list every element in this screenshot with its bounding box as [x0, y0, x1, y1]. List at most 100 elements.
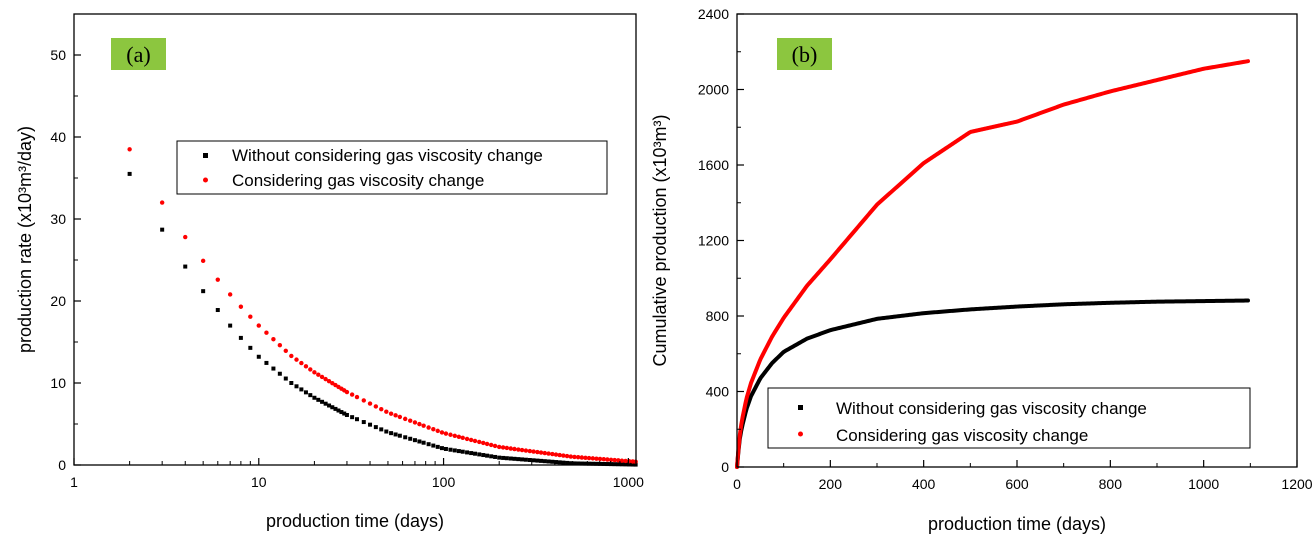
panel-a-series-without: [127, 171, 638, 467]
panel-a-y-axis-label: production rate (x10³m³/day): [15, 126, 35, 353]
panel-a-data-point: [512, 446, 517, 452]
panel-a-data-point: [539, 458, 544, 463]
panel-a-data-point: [336, 408, 341, 413]
panel-a-data-point: [583, 455, 588, 460]
panel-a-data-point: [546, 459, 551, 464]
panel-a-tag-background: [111, 38, 166, 70]
panel-a-data-point: [619, 462, 624, 467]
panel-a-y-tick-label: 40: [50, 129, 66, 145]
panel-b-y-tick-label: 0: [721, 459, 729, 475]
panel-a-data-point: [497, 455, 502, 460]
panel-b-series-line-considering: [735, 59, 1250, 469]
panel-a-x-tick-label: 1000: [613, 474, 644, 490]
panel-a-data-point: [508, 456, 513, 461]
panel-a-data-point: [557, 460, 562, 465]
panel-b-x-tick-label: 800: [1099, 476, 1123, 492]
panel-a-data-point: [576, 461, 581, 466]
panel-a-data-point: [612, 457, 617, 463]
panel-a-data-point: [238, 335, 243, 340]
panel-a-data-point: [289, 381, 294, 385]
panel-a-data-point: [271, 366, 276, 371]
panel-a-data-point: [412, 438, 417, 443]
panel-a-data-point: [568, 461, 573, 466]
panel-a-data-point: [605, 462, 610, 467]
panel-a-data-point: [492, 443, 498, 449]
panel-a-data-point: [443, 446, 448, 451]
panel-b-y-tick-label: 800: [706, 308, 730, 324]
panel-a-data-point: [389, 431, 394, 436]
panel-b-legend: Without considering gas viscosity change…: [767, 387, 1251, 449]
panel-a-data-point: [572, 454, 577, 460]
panel-b-tag-label: (b): [792, 42, 818, 67]
panel-a-data-point: [583, 461, 588, 466]
panel-a-legend-box: [176, 140, 608, 195]
panel-a-data-point: [294, 357, 299, 362]
panel-a-data-point: [403, 435, 408, 440]
panel-a-data-point: [271, 337, 276, 342]
panel-a-data-point: [535, 458, 540, 463]
panel-a-data-point: [568, 454, 573, 459]
panel-a-data-point: [448, 432, 453, 437]
panel-a-data-point: [579, 461, 584, 466]
panel-a-plot-frame: [73, 13, 637, 466]
panel-a-data-point: [417, 421, 422, 427]
panel-a-data-point: [550, 451, 555, 457]
panel-a-data-point: [408, 436, 413, 441]
panel-a-x-tick-label: 10: [251, 474, 267, 490]
panel-a-data-point: [597, 456, 603, 462]
panel-a-data-point: [215, 277, 220, 282]
panel-a-data-point: [277, 371, 282, 376]
panel-a-marks: [127, 147, 638, 467]
panel-a-data-point: [417, 439, 422, 444]
panel-b-cumulative-production: 0 200 400 600 800 1000 1200 0 400 800 1200 1600 2000…: [650, 6, 1313, 534]
panel-a-data-point: [590, 461, 595, 466]
panel-a-data-point: [312, 395, 317, 400]
panel-a-data-point: [572, 461, 577, 466]
panel-a-data-point: [354, 394, 360, 400]
panel-a-data-point: [277, 343, 283, 348]
panel-a-data-point: [527, 448, 533, 454]
panel-a-data-point: [283, 376, 288, 381]
panel-b-legend-box: [767, 387, 1251, 449]
panel-a-data-point: [354, 417, 359, 422]
panel-a-data-point: [127, 171, 132, 176]
panel-b-x-tick-label: 600: [1005, 476, 1029, 492]
panel-a-data-point: [527, 458, 532, 463]
panel-a-data-point: [542, 450, 547, 456]
panel-a-data-point: [215, 308, 220, 313]
panel-a-data-point: [256, 354, 261, 359]
panel-a-data-point: [200, 258, 206, 264]
panel-a-data-point: [472, 438, 478, 444]
panel-b-x-tick-label: 200: [819, 476, 843, 492]
panel-a-data-point: [488, 442, 494, 448]
panel-a-data-point: [619, 458, 625, 463]
panel-a-data-point: [303, 364, 309, 369]
panel-a-data-point: [590, 456, 595, 461]
panel-a-data-point: [349, 392, 355, 397]
panel-a-data-point: [248, 314, 253, 319]
panel-a-data-point: [426, 442, 431, 447]
panel-a-data-point: [183, 234, 188, 240]
panel-a-data-point: [504, 456, 509, 461]
panel-a-x-tick-label: 100: [432, 474, 456, 490]
panel-a-data-point: [448, 447, 453, 452]
panel-a-data-point: [344, 389, 350, 395]
panel-a-x-tick-label: 1: [70, 474, 78, 490]
panel-a-data-point: [477, 452, 482, 457]
panel-a-data-point: [320, 399, 325, 404]
panel-a-data-point: [316, 372, 321, 377]
panel-a-data-point: [379, 406, 384, 412]
panel-a-data-point: [283, 348, 288, 353]
panel-b-x-axis-label: production time (days): [928, 514, 1106, 534]
panel-a-data-point: [523, 457, 528, 462]
panel-a-data-point: [535, 449, 540, 455]
panel-a-data-point: [412, 420, 418, 425]
panel-a-data-point: [330, 405, 335, 410]
panel-a-y-tick-label: 30: [50, 211, 66, 227]
panel-b-tag: (b): [777, 38, 832, 70]
panel-a-data-point: [493, 454, 498, 459]
panel-a-data-point: [554, 460, 559, 465]
panel-a-data-point: [264, 360, 269, 365]
panel-a-data-point: [350, 415, 355, 420]
